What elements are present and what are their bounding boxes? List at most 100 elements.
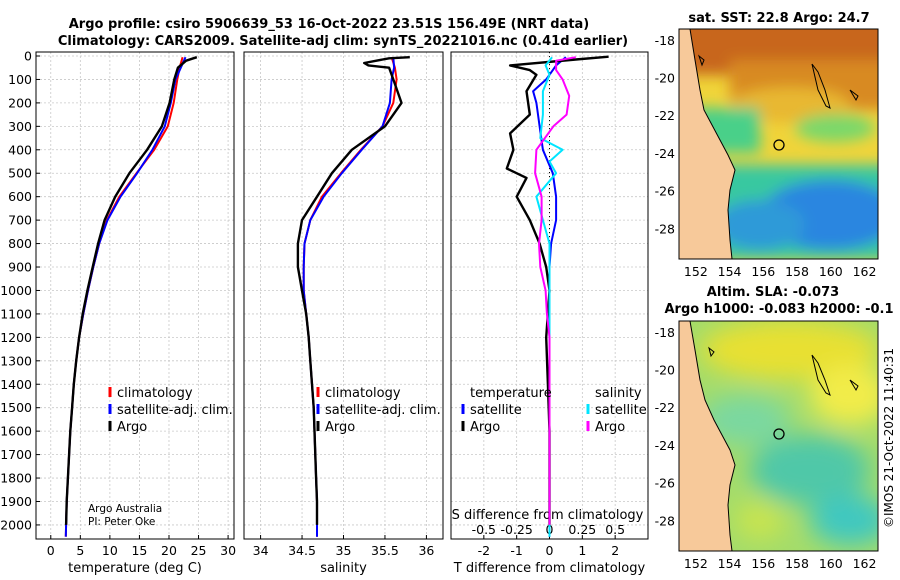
map-x-tick-label: 152 bbox=[684, 264, 708, 279]
x-tick-label: -1 bbox=[510, 543, 522, 558]
x-tick-label: 10 bbox=[102, 543, 118, 558]
salinity-panel: 34 34.5 35 35.5 36 salinity climatology satelli… bbox=[243, 51, 444, 576]
legend-label: satellite-adj. clim. bbox=[325, 403, 441, 418]
x2-tick-label: 0.5 bbox=[605, 522, 625, 537]
x-tick-label: 2 bbox=[611, 543, 619, 558]
sst-map bbox=[679, 29, 878, 259]
map-y-tick-label: -26 bbox=[655, 476, 675, 491]
map-x-tick-label: 160 bbox=[819, 264, 843, 279]
map-x-tick-label: 152 bbox=[684, 556, 708, 571]
legend-label: satellite bbox=[595, 403, 647, 418]
legend-label: climatology bbox=[117, 386, 193, 401]
map-y-tick-label: -18 bbox=[655, 325, 675, 340]
salinity-series bbox=[296, 56, 410, 537]
sla-map-frame bbox=[678, 320, 879, 552]
map-x-tick-label: 162 bbox=[853, 264, 877, 279]
figure-title-line2: Climatology: CARS2009. Satellite-adj cli… bbox=[58, 34, 628, 49]
series-line-climatology bbox=[64, 56, 184, 537]
legend-right-title: salinity bbox=[595, 386, 642, 401]
y-tick-label: 400 bbox=[8, 142, 32, 157]
x-tick-label: 34 bbox=[253, 543, 269, 558]
y-tick-label: 700 bbox=[8, 213, 32, 228]
y-tick-label: 600 bbox=[8, 189, 32, 204]
x-tick-label: 35.5 bbox=[371, 543, 399, 558]
map-x-tick-label: 154 bbox=[718, 556, 742, 571]
x2-label: S difference from climatology bbox=[452, 508, 644, 523]
sst-map-frame bbox=[678, 28, 879, 260]
x-tick-label: -2 bbox=[478, 543, 490, 558]
map-x-tick-label: 156 bbox=[751, 556, 775, 571]
map-y-tick-label: -18 bbox=[655, 33, 675, 48]
x2-tick-label: 0.25 bbox=[568, 522, 596, 537]
sst-map-title: sat. SST: 22.8 Argo: 24.7 bbox=[688, 11, 869, 26]
map-x-tick-label: 158 bbox=[785, 264, 809, 279]
sla-argo-marker bbox=[773, 428, 785, 440]
differences-series bbox=[505, 55, 609, 537]
sla-reef-contours bbox=[708, 346, 859, 396]
sst-map-ticks: 152 154 156 158 160 162 -18 -20 -22 -24 -26 -28 bbox=[655, 33, 877, 279]
x-tick-label: 34.5 bbox=[288, 543, 316, 558]
x2-tick-label: -0.5 bbox=[472, 522, 496, 537]
y-tick-label: 1000 bbox=[0, 283, 32, 298]
x-tick-label: 35 bbox=[336, 543, 352, 558]
legend-label: satellite-adj. clim. bbox=[117, 403, 233, 418]
legend-label: Argo bbox=[117, 420, 147, 435]
legend-label: climatology bbox=[325, 386, 401, 401]
difference-panel: -2 -1 0 1 2 T difference from climatology S di… bbox=[450, 51, 649, 576]
sla-map-title-2: Argo h1000: -0.083 h2000: -0.1 bbox=[664, 302, 893, 317]
temperature-gridlines bbox=[36, 52, 234, 539]
series-line-argo bbox=[64, 56, 198, 525]
y-tick-label: 500 bbox=[8, 166, 32, 181]
sla-map-ticks: 152 154 156 158 160 162 -18 -20 -22 -24 -26 -28 bbox=[655, 325, 877, 571]
map-x-tick-label: 154 bbox=[718, 264, 742, 279]
map-x-tick-label: 156 bbox=[751, 264, 775, 279]
map-y-tick-label: -24 bbox=[655, 438, 675, 453]
y-tick-label: 1400 bbox=[0, 377, 32, 392]
x-tick-label: 30 bbox=[220, 543, 236, 558]
y-tick-label: 1500 bbox=[0, 400, 32, 415]
x2-tick-label: -0.25 bbox=[500, 522, 532, 537]
y-tick-label: 0 bbox=[24, 49, 32, 64]
legend-label: satellite bbox=[470, 403, 522, 418]
y-tick-label: 200 bbox=[8, 95, 32, 110]
map-y-tick-label: -24 bbox=[655, 146, 675, 161]
figure-title-line1: Argo profile: csiro 5906639_53 16-Oct-20… bbox=[69, 17, 590, 32]
y-tick-label: 800 bbox=[8, 236, 32, 251]
map-x-tick-label: 158 bbox=[785, 556, 809, 571]
sla-map bbox=[679, 321, 878, 551]
map-y-tick-label: -20 bbox=[655, 363, 675, 378]
differences-xlabel: T difference from climatology bbox=[453, 561, 646, 576]
map-y-tick-label: -22 bbox=[655, 400, 675, 415]
sst-argo-marker bbox=[773, 139, 785, 151]
x-tick-label: 1 bbox=[578, 543, 586, 558]
watermark: ©IMOS 21-Oct-2022 11:40:31 bbox=[882, 348, 896, 528]
map-y-tick-label: -22 bbox=[655, 108, 675, 123]
y-tick-label: 1700 bbox=[0, 447, 32, 462]
temperature-panel: 0 5 10 15 20 25 30 temperature (deg C) 0 100 200 30… bbox=[0, 49, 236, 577]
series-line-satellite-adj-clim- bbox=[64, 56, 187, 537]
sla-coastline bbox=[679, 321, 736, 551]
footnote-institution: Argo Australia bbox=[88, 503, 162, 515]
y-tick-label: 1200 bbox=[0, 330, 32, 345]
y-tick-label: 1300 bbox=[0, 353, 32, 368]
y-tick-label: 1100 bbox=[0, 306, 32, 321]
legend-label: Argo bbox=[470, 420, 500, 435]
y-tick-label: 900 bbox=[8, 260, 32, 275]
salinity-gridlines bbox=[244, 52, 443, 539]
y-tick-label: 300 bbox=[8, 119, 32, 134]
series-line-s-argo bbox=[534, 56, 576, 525]
map-y-tick-label: -28 bbox=[655, 513, 675, 528]
y-tick-label: 1600 bbox=[0, 424, 32, 439]
footnote-pi: PI: Peter Oke bbox=[88, 516, 155, 528]
legend-left-title: temperature bbox=[470, 386, 552, 401]
series-line-argo bbox=[296, 56, 410, 525]
x-tick-label: 0 bbox=[47, 543, 55, 558]
map-x-tick-label: 162 bbox=[853, 556, 877, 571]
x-tick-label: 36 bbox=[418, 543, 434, 558]
x-tick-label: 25 bbox=[191, 543, 207, 558]
sst-coastline bbox=[679, 29, 736, 259]
map-y-tick-label: -26 bbox=[655, 184, 675, 199]
map-y-tick-label: -28 bbox=[655, 221, 675, 236]
y-tick-label: 1900 bbox=[0, 494, 32, 509]
